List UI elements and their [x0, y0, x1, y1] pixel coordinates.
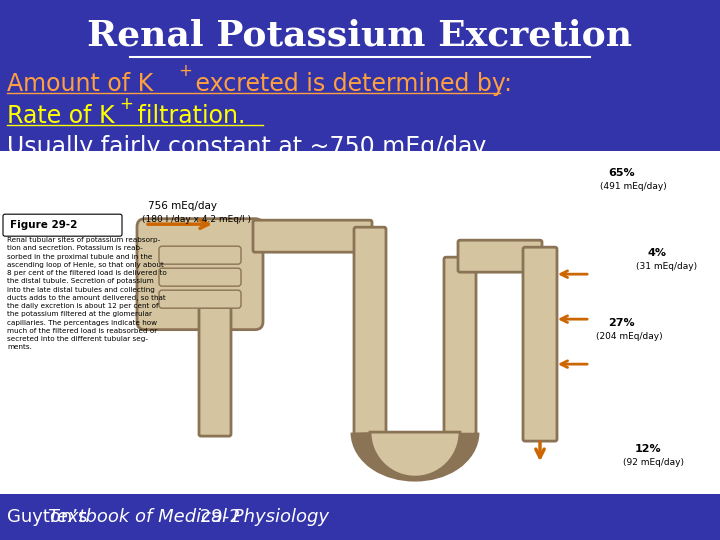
Text: 65%: 65%: [608, 168, 634, 178]
Text: (491 mEq/day): (491 mEq/day): [600, 182, 667, 191]
Text: 29-2: 29-2: [194, 508, 240, 526]
Text: (204 mEq/day): (204 mEq/day): [596, 332, 662, 341]
FancyBboxPatch shape: [354, 227, 386, 436]
Text: +: +: [178, 62, 192, 80]
Text: 27%: 27%: [608, 318, 634, 328]
Text: Guyton’s: Guyton’s: [7, 508, 94, 526]
Text: Amount of K: Amount of K: [7, 72, 153, 96]
FancyBboxPatch shape: [159, 246, 241, 264]
Text: 4%: 4%: [648, 248, 667, 258]
Text: filtration.: filtration.: [130, 104, 245, 128]
Text: excreted is determined by:: excreted is determined by:: [188, 72, 512, 96]
Text: +: +: [120, 94, 133, 113]
FancyBboxPatch shape: [253, 220, 372, 252]
Bar: [0, 151, 720, 494]
FancyBboxPatch shape: [159, 290, 241, 308]
FancyBboxPatch shape: [3, 214, 122, 236]
FancyBboxPatch shape: [137, 219, 263, 329]
Text: (92 mEq/day): (92 mEq/day): [623, 458, 684, 467]
Text: Renal Potassium Excretion: Renal Potassium Excretion: [87, 18, 633, 52]
Text: (31 mEq/day): (31 mEq/day): [636, 262, 697, 271]
Text: (180 l /day x 4.2 mEq/l ): (180 l /day x 4.2 mEq/l ): [142, 215, 251, 224]
Text: 12%: 12%: [635, 444, 662, 454]
FancyBboxPatch shape: [444, 257, 476, 434]
Text: Usually fairly constant at ~750 mEq/day.: Usually fairly constant at ~750 mEq/day.: [7, 136, 490, 159]
Text: Textbook of Medical Physiology: Textbook of Medical Physiology: [48, 508, 329, 526]
Text: Rate of K: Rate of K: [7, 104, 114, 128]
Text: 756 mEq/day: 756 mEq/day: [148, 201, 217, 211]
FancyBboxPatch shape: [458, 240, 542, 272]
FancyBboxPatch shape: [159, 268, 241, 286]
Wedge shape: [370, 432, 460, 477]
FancyBboxPatch shape: [523, 247, 557, 441]
Text: Renal tubular sites of potassium reabsorp-
tion and secretion. Potassium is reab: Renal tubular sites of potassium reabsor…: [7, 237, 167, 350]
FancyBboxPatch shape: [199, 307, 231, 436]
Text: Figure 29-2: Figure 29-2: [10, 220, 77, 230]
